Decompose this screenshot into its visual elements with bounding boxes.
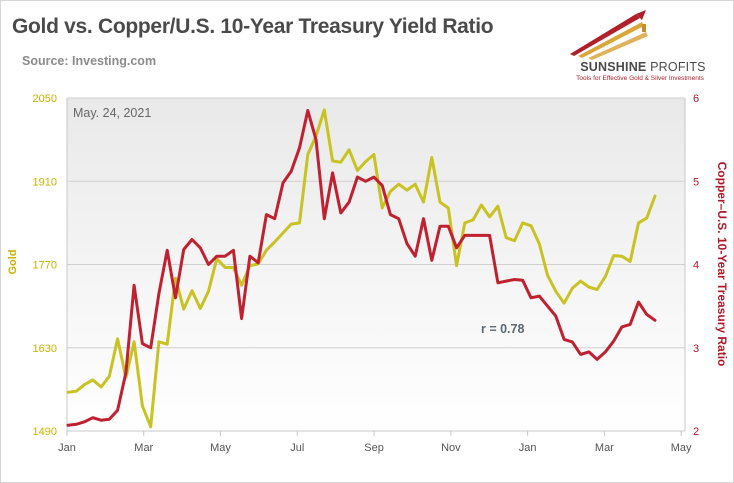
y-right-axis-title: Copper–U.S. 10-Year Treasury Ratio bbox=[715, 162, 729, 367]
y-right-tick-label: 5 bbox=[693, 176, 699, 188]
y-left-tick-label: 1910 bbox=[33, 176, 57, 188]
chart-source: Source: Investing.com bbox=[22, 54, 157, 68]
sunshine-profits-logo-icon bbox=[570, 10, 648, 60]
x-tick-label: May bbox=[671, 442, 692, 454]
logo-tagline: Tools for Effective Gold & Silver Invest… bbox=[576, 75, 704, 82]
y-left-tick-label: 1770 bbox=[33, 260, 57, 272]
x-tick-label: Mar bbox=[134, 442, 153, 454]
annotation-date: May. 24, 2021 bbox=[73, 106, 151, 120]
y-left-tick-label: 1490 bbox=[33, 426, 57, 438]
x-tick-label: Mar bbox=[595, 442, 614, 454]
y-left-axis-title: Gold bbox=[7, 249, 19, 274]
annotation-correlation: r = 0.78 bbox=[481, 322, 524, 336]
x-tick-label: Sep bbox=[364, 442, 384, 454]
x-tick-label: Nov bbox=[441, 442, 461, 454]
gold-series-line bbox=[66, 108, 657, 429]
y-right-tick-label: 6 bbox=[693, 93, 699, 105]
x-tick-label: Jan bbox=[519, 442, 537, 454]
y-left-tick-label: 2050 bbox=[33, 93, 57, 105]
y-right-tick-label: 2 bbox=[693, 426, 699, 438]
logo-brand-main: SUNSHINE bbox=[580, 60, 647, 74]
chart-title: Gold vs. Copper/U.S. 10-Year Treasury Yi… bbox=[12, 15, 494, 38]
ratio-series-line bbox=[66, 109, 657, 427]
x-tick-label: Jul bbox=[290, 442, 304, 454]
y-right-tick-label: 4 bbox=[693, 260, 699, 272]
logo-brand: SUNSHINE PROFITS bbox=[568, 60, 718, 74]
x-tick-label: May bbox=[210, 442, 231, 454]
y-left-tick-label: 1630 bbox=[33, 343, 57, 355]
x-tick-label: Jan bbox=[58, 442, 76, 454]
y-right-tick-label: 3 bbox=[693, 343, 699, 355]
logo-brand-light: PROFITS bbox=[646, 60, 706, 74]
